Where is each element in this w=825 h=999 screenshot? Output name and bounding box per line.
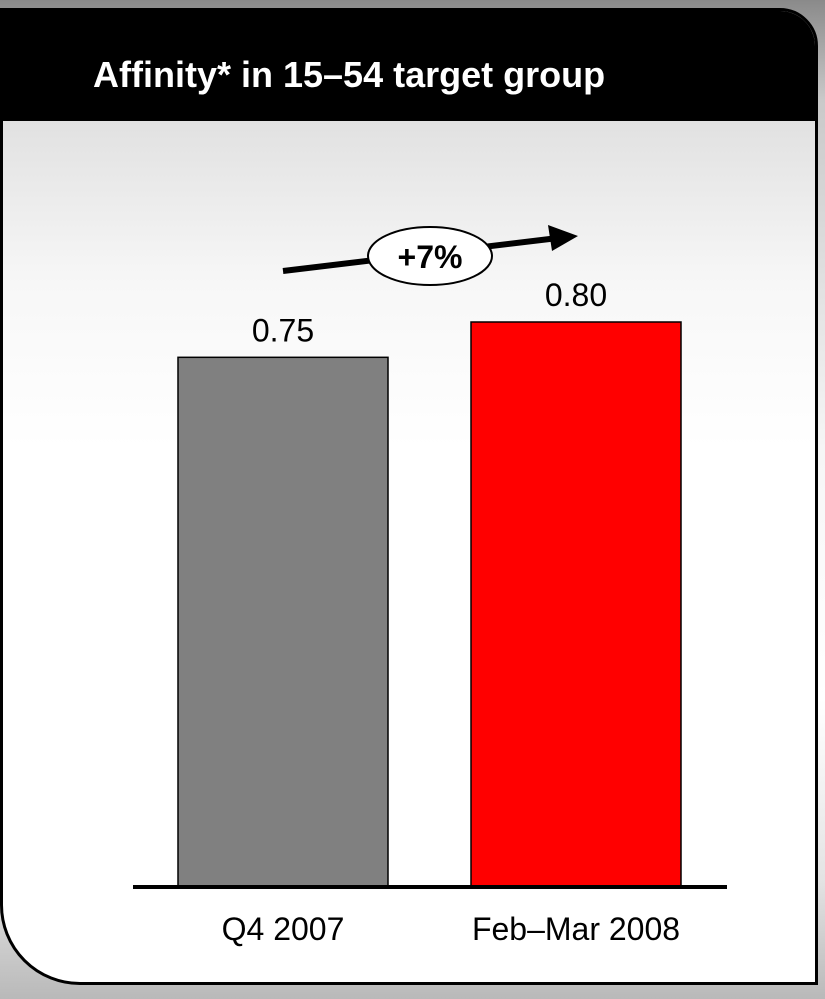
value-label-1: 0.75 xyxy=(252,312,314,348)
category-label-2: Feb–Mar 2008 xyxy=(472,911,680,947)
growth-annotation-bubble xyxy=(367,226,493,286)
growth-arrow-head xyxy=(548,225,578,251)
chart-title: Affinity* in 15–54 target group xyxy=(93,54,606,95)
value-label-2: 0.80 xyxy=(545,277,607,313)
bar-1 xyxy=(177,356,389,888)
bar-2 xyxy=(470,321,682,888)
category-label-1: Q4 2007 xyxy=(222,911,345,947)
panel-header: Affinity* in 15–54 target group xyxy=(3,11,815,121)
growth-annotation-label: +7% xyxy=(398,239,463,275)
